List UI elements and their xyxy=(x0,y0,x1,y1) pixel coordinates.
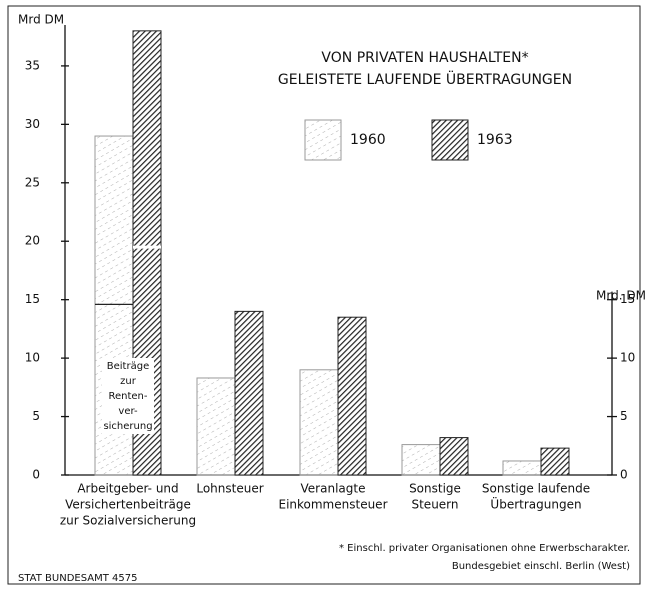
y2-tick-label: 15 xyxy=(620,292,635,306)
x-tick-label: zur Sozialversicherung xyxy=(60,514,196,528)
annotation: zur xyxy=(120,376,137,387)
bar xyxy=(502,460,542,476)
y-tick-label: 0 xyxy=(32,468,40,482)
x-tick-label: Arbeitgeber- und xyxy=(77,482,178,496)
bar xyxy=(401,444,441,476)
y-axis-label: Mrd DM xyxy=(18,13,64,27)
y-tick-label: 25 xyxy=(25,175,40,189)
y-tick-label: 35 xyxy=(25,58,40,72)
footnote: Bundesgebiet einschl. Berlin (West) xyxy=(452,561,630,572)
bar xyxy=(337,316,367,476)
y2-axis-label: Mrd. DM xyxy=(596,289,646,303)
x-tick-label: Übertragungen xyxy=(490,496,581,512)
x-tick-label: Einkommensteuer xyxy=(278,498,387,512)
annotation-bg xyxy=(102,358,154,434)
bar xyxy=(439,437,469,476)
y-tick-label: 15 xyxy=(25,292,40,306)
bar xyxy=(540,447,570,476)
x-tick-label: Steuern xyxy=(411,498,458,512)
y-tick-label: 5 xyxy=(32,409,40,423)
legend-swatch xyxy=(431,119,469,161)
annotation: Beiträge xyxy=(107,361,149,372)
footnote: * Einschl. privater Organisationen ohne … xyxy=(339,543,630,554)
x-tick-label: Sonstige xyxy=(409,482,461,496)
x-tick-label: Veranlagte xyxy=(301,482,366,496)
legend-swatch xyxy=(304,119,342,161)
x-tick-label: Lohnsteuer xyxy=(196,482,263,496)
y2-tick-label: 10 xyxy=(620,351,635,365)
x-tick-label: Sonstige laufende xyxy=(482,482,590,496)
x-tick-label: Versichertenbeiträge xyxy=(65,498,191,512)
y2-tick-label: 0 xyxy=(620,468,628,482)
annotation: Renten- xyxy=(108,391,147,402)
legend-label: 1963 xyxy=(477,132,513,148)
annotation: sicherung xyxy=(103,421,152,432)
bar xyxy=(234,310,264,476)
legend-label: 1960 xyxy=(350,132,386,148)
chart-title: GELEISTETE LAUFENDE ÜBERTRAGUNGEN xyxy=(278,70,572,88)
y2-tick-label: 5 xyxy=(620,409,628,423)
source: STAT BUNDESAMT 4575 xyxy=(18,573,137,584)
y-tick-label: 10 xyxy=(25,351,40,365)
y-tick-label: 20 xyxy=(25,234,40,248)
frame xyxy=(7,5,641,585)
annotation: ver- xyxy=(118,406,138,417)
y-tick-label: 30 xyxy=(25,117,40,131)
chart-title: VON PRIVATEN HAUSHALTEN* xyxy=(321,50,528,66)
bar xyxy=(299,369,339,476)
bar xyxy=(196,377,236,476)
